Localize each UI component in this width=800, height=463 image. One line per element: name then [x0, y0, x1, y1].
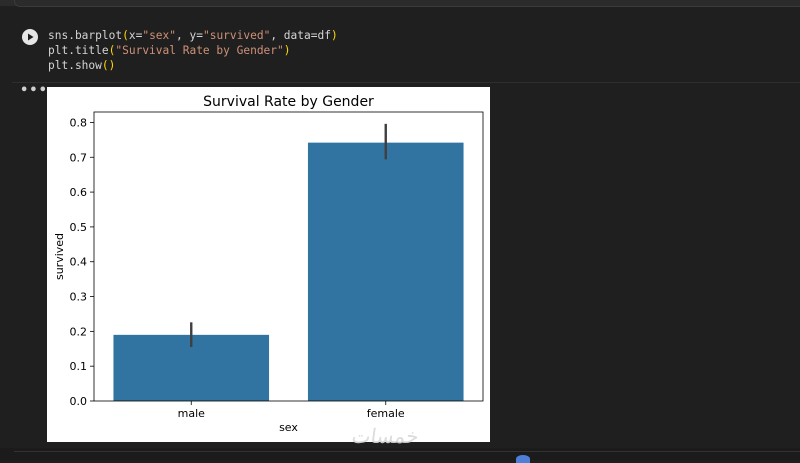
next-cell-edge [0, 448, 800, 460]
code-line-1: sns.barplot(x="sex", y="survived", data=… [48, 29, 338, 42]
x-tick-label-male: male [178, 407, 206, 420]
watermark-text: خمسات [350, 424, 421, 448]
x-axis-label: sex [279, 421, 298, 434]
chart-title: Survival Rate by Gender [203, 94, 374, 110]
code-cell[interactable]: sns.barplot(x="sex", y="survived", data=… [12, 22, 800, 82]
y-tick-label: 0.5 [70, 221, 88, 234]
previous-cell-edge [0, 0, 800, 7]
plot-frame [93, 111, 484, 402]
y-tick-label: 0.0 [70, 395, 88, 408]
y-tick-label: 0.1 [70, 360, 88, 373]
play-icon [28, 33, 34, 41]
cell-output: Survival Rate by Gender male female 0.0 0.1 0… [47, 87, 490, 442]
bottom-divider [14, 451, 800, 452]
cell-divider [12, 82, 800, 83]
y-tick-label: 0.7 [70, 151, 88, 164]
code-line-2: plt.title("Survival Rate by Gender") [48, 44, 291, 57]
code-editor[interactable]: sns.barplot(x="sex", y="survived", data=… [48, 28, 338, 73]
bar-female [307, 142, 464, 401]
scroll-indicator [516, 455, 530, 463]
code-line-3: plt.show() [48, 59, 116, 72]
y-tick-label: 0.2 [70, 325, 88, 338]
y-tick-label: 0.4 [70, 256, 88, 269]
y-tick-label: 0.6 [70, 186, 88, 199]
output-actions-button[interactable]: ••• [20, 83, 48, 98]
x-tick-label-female: female [367, 407, 405, 420]
run-cell-button[interactable] [22, 29, 38, 45]
y-tick-label: 0.3 [70, 291, 88, 304]
y-tick-label: 0.8 [70, 116, 88, 129]
y-axis-label: survived [53, 233, 66, 280]
bar-chart: Survival Rate by Gender male female 0.0 0.1 0… [53, 94, 484, 434]
